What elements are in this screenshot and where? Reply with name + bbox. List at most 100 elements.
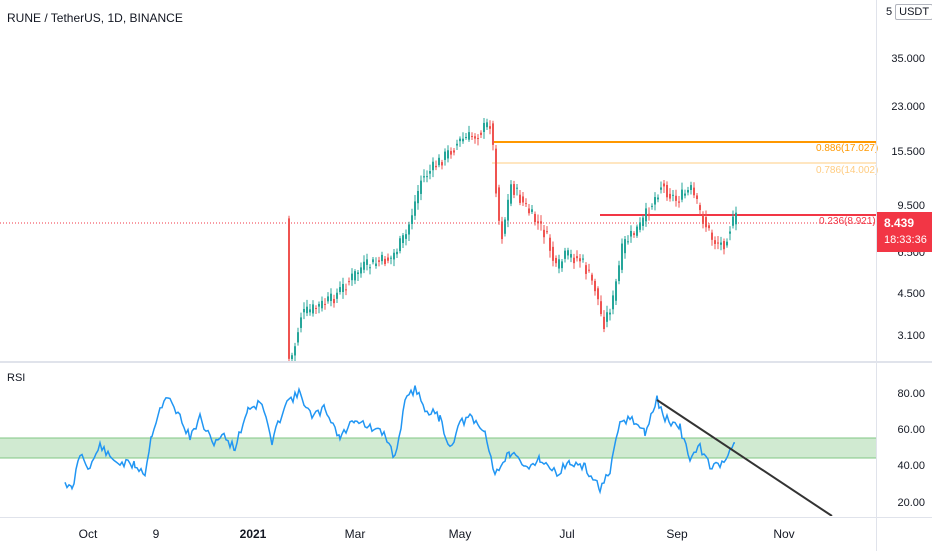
candle-body	[363, 261, 365, 270]
price-axis-label: 3.100	[897, 330, 925, 342]
candle-body	[528, 208, 530, 214]
candle-body	[435, 165, 437, 168]
price-chart-pane[interactable]: RUNE / TetherUS, 1D, BINANCE 0.886(17.02…	[0, 0, 879, 362]
candle-body	[639, 222, 641, 230]
symbol-title[interactable]: RUNE / TetherUS, 1D, BINANCE	[7, 11, 183, 25]
candle-body	[465, 137, 467, 139]
candle-body	[585, 265, 587, 274]
rsi-band	[0, 438, 876, 458]
price-axis[interactable]: 35.000 23.000 15.500 9.500 6.500 4.500 3…	[876, 0, 932, 362]
candle-body	[645, 208, 647, 222]
candle-body	[468, 132, 470, 140]
candle-body	[294, 346, 296, 356]
price-axis-label: 15.500	[891, 146, 925, 158]
candle-body	[591, 274, 593, 281]
candle-body	[501, 221, 503, 240]
candle-body	[444, 151, 446, 160]
bar-countdown: 18:33:36	[884, 234, 927, 246]
candle-body	[654, 197, 656, 205]
candle-body	[717, 242, 719, 244]
candle-body	[531, 209, 533, 212]
candle-body	[477, 138, 479, 140]
candle-body	[474, 136, 476, 139]
candle-body	[321, 300, 323, 309]
rsi-canvas[interactable]	[0, 363, 876, 516]
candle-body	[597, 288, 599, 300]
candle-body	[300, 317, 302, 328]
candle-body	[690, 185, 692, 191]
candle-body	[537, 221, 539, 224]
candle-body	[678, 201, 680, 203]
time-axis[interactable]: Oct 9 2021 Mar May Jul Sep Nov	[0, 517, 876, 551]
candle-body	[498, 187, 500, 221]
candle-body	[657, 197, 659, 200]
candle-body	[711, 232, 713, 240]
candle-body	[405, 234, 407, 239]
price-axis-label: 35.000	[891, 53, 925, 65]
candle-body	[561, 261, 563, 269]
pane-separator[interactable]	[0, 361, 932, 363]
candle-body	[306, 306, 308, 314]
candle-body	[735, 212, 737, 225]
candle-body	[576, 256, 578, 259]
currency-label[interactable]: USDT	[895, 4, 932, 20]
candle-body	[672, 194, 674, 196]
candle-body	[318, 303, 320, 307]
candle-body	[423, 176, 425, 178]
candle-body	[543, 229, 545, 238]
candle-body	[552, 246, 554, 261]
candle-body	[339, 287, 341, 293]
candle-body	[336, 292, 338, 299]
candle-body	[675, 195, 677, 201]
candle-body	[375, 263, 377, 266]
candle-body	[327, 296, 329, 302]
candle-body	[693, 187, 695, 196]
candle-body	[522, 196, 524, 203]
rsi-trendline[interactable]	[656, 399, 833, 516]
candle-body	[402, 235, 404, 244]
candle-body	[651, 205, 653, 207]
candle-body	[729, 231, 731, 234]
candle-body	[432, 161, 434, 171]
candle-body	[699, 205, 701, 211]
candle-body	[606, 312, 608, 322]
price-axis-label: 23.000	[891, 101, 925, 113]
candle-body	[603, 316, 605, 330]
candle-body	[705, 217, 707, 228]
candle-body	[723, 241, 725, 250]
rsi-axis[interactable]: 80.00 60.00 40.00 20.00	[876, 363, 932, 517]
price-chart-canvas[interactable]	[0, 0, 876, 362]
candle-body	[441, 162, 443, 166]
candle-body	[342, 283, 344, 292]
candle-body	[648, 213, 650, 216]
rsi-title[interactable]: RSI	[7, 372, 26, 384]
candle-body	[495, 148, 497, 194]
currency-selector[interactable]: 5 USDT	[886, 4, 932, 20]
candle-body	[627, 241, 629, 243]
candle-body	[354, 271, 356, 281]
candle-body	[381, 254, 383, 262]
candle-body	[420, 180, 422, 194]
candle-body	[510, 184, 512, 204]
candle-body	[303, 308, 305, 313]
axis-corner	[876, 517, 932, 551]
candle-body	[480, 132, 482, 135]
rsi-pane[interactable]: RSI	[0, 363, 876, 516]
candle-body	[462, 138, 464, 142]
candle-body	[624, 239, 626, 254]
rsi-axis-label: 20.00	[897, 497, 925, 509]
candlestick-series[interactable]	[288, 118, 737, 362]
candle-body	[702, 215, 704, 224]
candle-body	[450, 151, 452, 155]
candle-body	[369, 267, 371, 269]
fib-label-0886: 0.886(17.027)	[816, 143, 879, 154]
candle-body	[609, 312, 611, 315]
candle-body	[399, 238, 401, 252]
candle-body	[315, 307, 317, 309]
candle-body	[621, 243, 623, 270]
time-label-nov: Nov	[773, 527, 795, 541]
rsi-axis-label: 60.00	[897, 424, 925, 436]
candle-body	[630, 230, 632, 237]
rsi-line[interactable]	[64, 385, 736, 495]
candle-body	[471, 136, 473, 138]
